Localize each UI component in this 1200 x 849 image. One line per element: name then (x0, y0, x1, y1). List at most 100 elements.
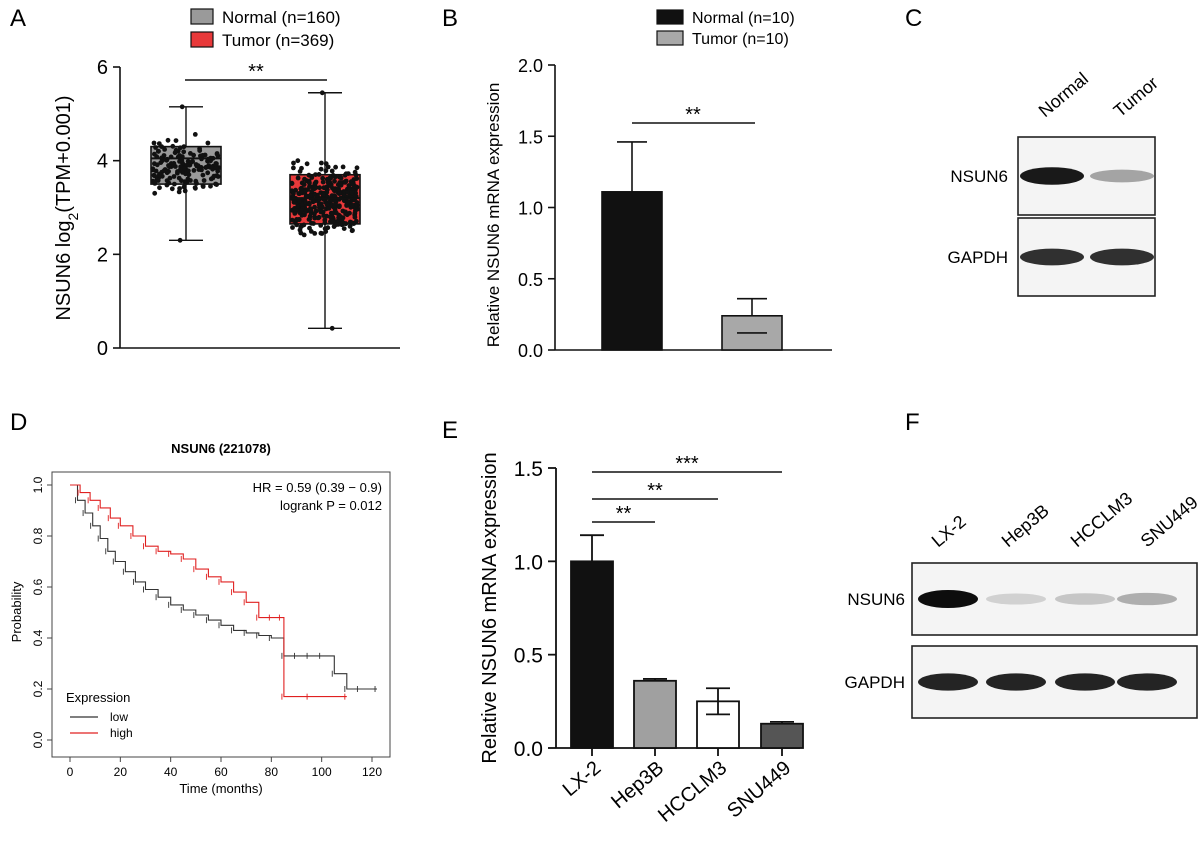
data-point (338, 175, 344, 181)
blot-band (1117, 673, 1177, 691)
x-tick-label: HCCLM3 (654, 757, 731, 827)
data-point (307, 180, 312, 186)
y-axis-label: NSUN6 log2(TPM+0.001) (53, 95, 81, 320)
legend-label: high (110, 726, 133, 740)
data-point (182, 188, 188, 194)
data-point (313, 172, 318, 178)
hr-annotation: HR = 0.59 (0.39 − 0.9) (253, 480, 382, 495)
data-point (186, 172, 192, 178)
y-tick-label: 1.0 (514, 551, 543, 574)
blot-band (1055, 673, 1115, 691)
data-point (211, 173, 217, 179)
km-curve-low (70, 484, 377, 690)
data-point (307, 225, 312, 231)
blot-band (1090, 169, 1154, 183)
panel-letter-c: C (905, 5, 922, 32)
panel-letter-f: F (905, 409, 920, 436)
data-point (171, 161, 177, 166)
data-point (329, 325, 335, 331)
data-point (303, 199, 308, 205)
data-point (289, 181, 295, 187)
x-tick-label: 100 (312, 765, 332, 779)
data-point (203, 164, 209, 170)
significance-label: ** (616, 503, 632, 525)
data-point (152, 190, 158, 196)
legend-swatch (190, 31, 214, 48)
y-tick-label: 6 (97, 57, 108, 79)
data-point (321, 185, 327, 191)
data-point (162, 167, 168, 172)
data-point (323, 168, 329, 174)
data-point (321, 191, 326, 197)
data-point (317, 185, 322, 191)
legend-swatch (656, 9, 684, 25)
data-point (352, 210, 358, 216)
legend-label: low (110, 710, 128, 724)
data-point (150, 178, 156, 184)
data-point (343, 178, 349, 184)
data-point (309, 220, 314, 226)
data-point (352, 214, 358, 220)
data-point (213, 162, 219, 168)
data-point (157, 185, 162, 191)
data-point (291, 165, 296, 171)
data-point (312, 181, 318, 186)
data-point (197, 148, 203, 154)
y-tick-label: 4 (97, 151, 108, 173)
data-point (296, 217, 302, 222)
data-point (350, 181, 355, 187)
data-point (312, 215, 318, 221)
data-point (175, 169, 180, 174)
data-point (171, 174, 177, 179)
data-point (315, 215, 321, 221)
panel-letter-a: A (10, 5, 26, 32)
y-tick-label: 0.4 (31, 629, 45, 646)
data-point (201, 178, 207, 183)
data-point (338, 182, 344, 188)
y-tick-label: 0.0 (31, 731, 45, 748)
legend-swatch (656, 30, 684, 46)
data-point (295, 204, 300, 210)
legend-label: Normal (n=160) (222, 8, 341, 27)
data-point (173, 147, 179, 153)
data-point (150, 167, 156, 173)
data-point (321, 213, 327, 219)
data-point (349, 202, 355, 208)
y-tick-label: 1.0 (518, 199, 543, 219)
data-point (302, 176, 307, 182)
data-point (329, 168, 335, 174)
x-tick-label: SNU449 (723, 757, 795, 822)
y-tick-label: 0.2 (31, 680, 45, 697)
data-point (325, 177, 331, 183)
significance-label: ** (647, 480, 663, 502)
lane-label: HCCLM3 (1067, 488, 1137, 551)
data-point (307, 216, 312, 222)
y-axis-label: Probability (9, 581, 24, 642)
data-point (298, 230, 304, 236)
data-point (208, 183, 213, 189)
data-point (169, 186, 175, 192)
data-point (151, 172, 157, 178)
panel-letter-b: B (442, 5, 458, 32)
data-point (205, 170, 211, 176)
legend-label: Tumor (n=369) (222, 31, 334, 50)
y-tick-label: 0.0 (518, 341, 543, 361)
x-tick-label: 120 (362, 765, 382, 779)
x-tick-label: 60 (214, 765, 228, 779)
data-point (341, 226, 347, 232)
data-point (299, 208, 304, 214)
y-tick-label: 0.8 (31, 527, 45, 544)
x-tick-label: 80 (265, 765, 279, 779)
legend-title: Expression (66, 690, 130, 705)
data-point (304, 161, 310, 167)
legend-swatch (190, 8, 214, 25)
data-point (184, 180, 190, 185)
data-point (162, 147, 168, 152)
data-point (318, 166, 324, 172)
data-point (188, 151, 193, 156)
data-point (179, 178, 184, 184)
data-point (290, 225, 295, 230)
plot-frame (51, 471, 391, 758)
data-point (343, 171, 349, 177)
data-point (177, 153, 183, 158)
